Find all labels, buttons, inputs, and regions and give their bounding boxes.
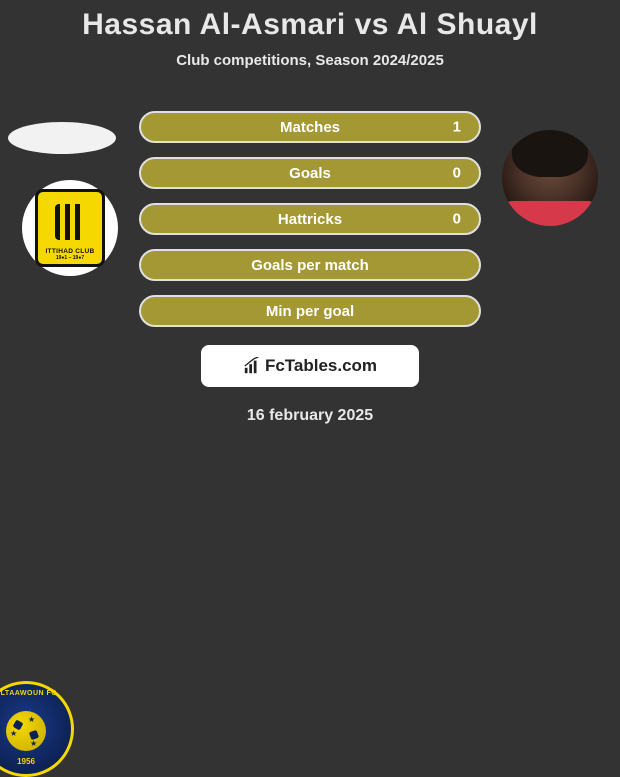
date-label: 16 february 2025 [0,407,620,425]
player-right-avatar [502,130,598,226]
stat-row-goals: Goals 0 [139,157,481,189]
stat-label: Hattricks [278,211,342,228]
stat-value: 0 [453,211,461,228]
stat-row-goals-per-match: Goals per match [139,249,481,281]
taawoun-stars-icon: ★ ★ ★ [6,711,46,751]
ittihad-stripes-icon [55,204,85,240]
stat-label: Min per goal [266,303,354,320]
brand-text: FcTables.com [265,356,377,376]
stat-label: Goals [289,165,331,182]
subtitle: Club competitions, Season 2024/2025 [0,52,620,69]
taawoun-ball-icon: ★ ★ ★ [6,711,46,751]
club-right-badge: ALTAAWOUN FC ★ ★ ★ 1956 [0,681,74,777]
taawoun-year: 1956 [17,757,35,766]
player-face-icon [502,130,598,226]
taawoun-label: ALTAAWOUN FC [0,690,57,697]
stat-row-hattricks: Hattricks 0 [139,203,481,235]
stat-value: 0 [453,165,461,182]
stat-label: Matches [280,119,340,136]
page-title: Hassan Al-Asmari vs Al Shuayl [0,8,620,42]
chart-icon [243,357,261,375]
ittihad-crest-icon: ITTIHAD CLUB 19●1 – 19●7 [35,189,105,267]
stat-value: 1 [453,119,461,136]
brand-badge: FcTables.com [201,345,419,387]
player-left-placeholder [8,122,116,154]
club-left-badge: ITTIHAD CLUB 19●1 – 19●7 [22,180,118,276]
stat-row-min-per-goal: Min per goal [139,295,481,327]
stat-label: Goals per match [251,257,369,274]
ittihad-years: 19●1 – 19●7 [56,255,84,261]
stat-row-matches: Matches 1 [139,111,481,143]
